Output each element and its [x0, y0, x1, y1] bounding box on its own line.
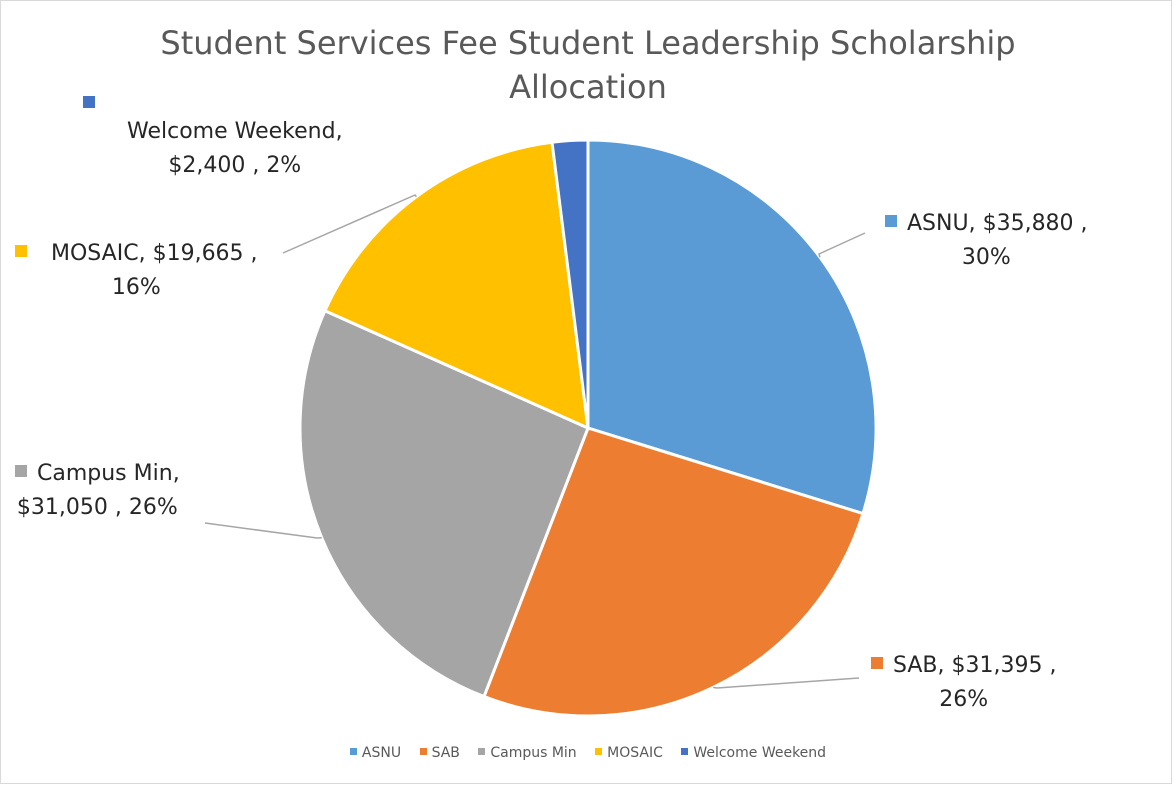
legend-swatch	[478, 748, 486, 755]
data-label-value: $31,395	[951, 653, 1043, 678]
legend-item-mosaic: MOSAIC	[595, 745, 663, 761]
pie-slice-mosaic	[322, 140, 590, 431]
leader-line	[282, 194, 417, 254]
data-label-name: SAB	[893, 653, 938, 678]
data-label-campus-min: Campus Min, $31,050 , 26%	[15, 461, 180, 520]
pie-slice-campus-min	[298, 308, 590, 699]
data-label-sab: SAB, $31,395 , 26%	[871, 649, 1057, 717]
legend-swatch	[349, 748, 357, 755]
data-label-percent: 26%	[128, 495, 178, 520]
chart-legend: ASNU SAB Campus Min MOSAIC Welcome Weeke…	[1, 745, 1174, 761]
data-label-name: MOSAIC	[51, 241, 139, 266]
pie-slice-welcome-weekend	[550, 138, 590, 429]
data-label-value: $35,880	[982, 211, 1074, 236]
data-label-key	[871, 657, 883, 669]
data-label-percent: 16%	[111, 275, 161, 300]
data-label-percent: 2%	[266, 153, 302, 178]
pie-slice-asnu	[586, 138, 878, 516]
data-label-value: $31,050	[16, 495, 108, 520]
data-label-value: $19,665	[152, 241, 244, 266]
chart-title: Student Services Fee Student Leadership …	[160, 24, 1016, 106]
legend-label: Campus Min	[490, 745, 577, 761]
data-label-percent: 26%	[939, 687, 989, 712]
data-label-name: Welcome Weekend	[127, 119, 336, 144]
legend-swatch	[419, 748, 427, 755]
leader-line	[204, 522, 322, 539]
legend-item-welcome-weekend: Welcome Weekend	[681, 745, 826, 761]
legend-label: ASNU	[361, 745, 402, 761]
legend-label: Welcome Weekend	[693, 745, 827, 761]
legend-item-sab: SAB	[419, 745, 460, 761]
data-label-key	[15, 465, 27, 477]
legend-label: SAB	[431, 745, 460, 761]
data-label-key	[15, 245, 27, 257]
legend-item-campus-min: Campus Min	[478, 745, 577, 761]
data-label-percent: 30%	[961, 245, 1011, 270]
legend-item-asnu: ASNU	[349, 745, 402, 761]
legend-swatch	[595, 748, 603, 755]
data-label-value: $2,400	[168, 153, 246, 178]
data-label-key	[885, 215, 897, 227]
data-label-mosaic: MOSAIC, $19,665 , 16%	[15, 237, 258, 305]
data-label-welcome-weekend-key	[83, 96, 95, 108]
leader-line	[818, 232, 866, 258]
data-label-asnu: ASNU, $35,880 , 30%	[885, 207, 1088, 275]
leader-line	[713, 677, 860, 689]
data-label-welcome-weekend: Welcome Weekend, $2,400 , 2%	[127, 119, 343, 178]
data-label-name: Campus Min	[37, 461, 173, 486]
legend-swatch	[681, 748, 689, 755]
data-label-name: ASNU	[907, 211, 969, 236]
legend-label: MOSAIC	[607, 745, 663, 761]
